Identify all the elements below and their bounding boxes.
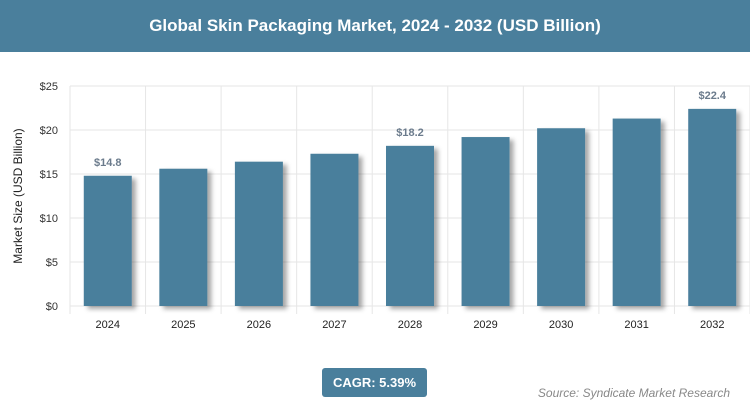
x-tick-label: 2024 — [96, 319, 120, 331]
x-tick-label: 2028 — [398, 319, 422, 331]
source-note: Source: Syndicate Market Research — [537, 386, 730, 400]
bar-chart: Market Size (USD Billion) $0 $5 $10 $15 $20 $… — [11, 81, 750, 331]
chart-title: Global Skin Packaging Market, 2024 - 203… — [0, 0, 750, 52]
y-tick-label: $15 — [40, 169, 58, 181]
bar-2027 — [310, 153, 359, 306]
x-tick-label: 2032 — [700, 319, 724, 331]
bar-2029 — [461, 137, 510, 306]
x-tick-label: 2027 — [322, 319, 346, 331]
x-tick-label: 2031 — [624, 319, 648, 331]
bar-2031 — [612, 118, 661, 306]
y-tick-label: $5 — [46, 257, 58, 269]
y-tick-label: $0 — [46, 301, 58, 313]
data-label: $18.2 — [396, 127, 424, 139]
x-tick-label: 2026 — [247, 319, 271, 331]
bar-2026 — [234, 161, 283, 306]
x-tick-label: 2029 — [473, 319, 497, 331]
bar-2030 — [537, 128, 586, 306]
bar-2025 — [159, 168, 208, 306]
bar-2028 — [386, 145, 434, 306]
bar-2032 — [688, 108, 737, 306]
x-tick-label: 2025 — [171, 319, 195, 331]
y-axis-label: Market Size (USD Billion) — [11, 128, 25, 263]
bar-2024 — [83, 175, 132, 306]
y-tick-label: $20 — [40, 125, 58, 137]
data-label: $14.8 — [94, 157, 122, 169]
cagr-badge: CAGR: 5.39% — [322, 368, 427, 397]
x-tick-label: 2030 — [549, 319, 573, 331]
y-tick-label: $25 — [40, 81, 58, 93]
data-label: $22.4 — [698, 90, 726, 102]
y-tick-label: $10 — [40, 213, 58, 225]
